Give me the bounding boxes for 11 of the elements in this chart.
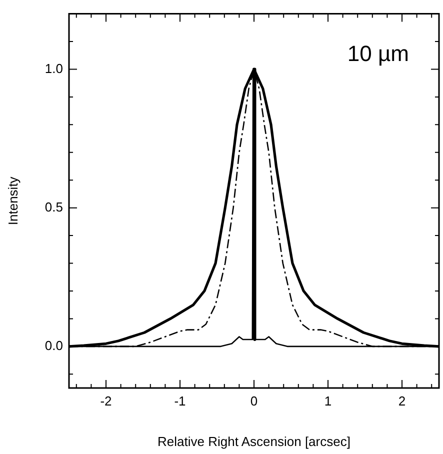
y-tick-label: 1.0: [44, 60, 63, 76]
x-tick-label: -1: [174, 393, 186, 408]
x-tick-label: 2: [398, 393, 406, 408]
annotation: 10 µm: [347, 40, 409, 66]
x-tick-label: -2: [100, 393, 112, 408]
x-tick-label: 0: [250, 393, 258, 408]
y-tick-label: 0.5: [44, 199, 63, 214]
x-tick-label: 1: [324, 393, 332, 408]
x-axis-title: Relative Right Ascension [arcsec]: [158, 434, 350, 449]
y-tick-label: 0.0: [44, 338, 63, 353]
y-axis-title: Intensity: [5, 176, 20, 226]
